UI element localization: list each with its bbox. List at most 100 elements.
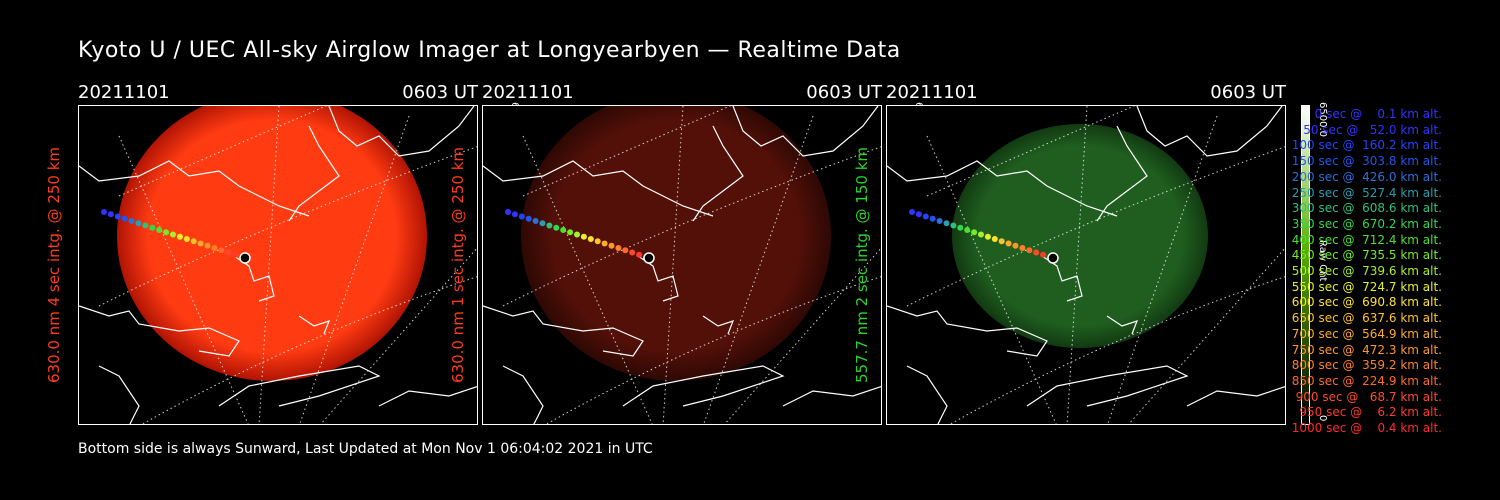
latitude-grid-line bbox=[118, 106, 328, 197]
allsky-image bbox=[482, 105, 882, 425]
trajectory-point bbox=[135, 220, 142, 227]
trajectory-point bbox=[629, 249, 636, 256]
coastline bbox=[906, 365, 948, 424]
trajectory-point bbox=[922, 213, 929, 220]
trajectory-point bbox=[636, 251, 643, 258]
panel-date: 20211101 bbox=[886, 82, 978, 103]
coastline bbox=[887, 305, 1048, 357]
trajectory-point bbox=[101, 209, 107, 215]
legend-item: 350 sec @ 670.2 km alt. bbox=[1287, 216, 1442, 231]
legend-item: 100 sec @ 160.2 km alt. bbox=[1287, 138, 1442, 153]
trajectory-point bbox=[128, 218, 135, 224]
trajectory-point bbox=[964, 227, 971, 233]
trajectory-point bbox=[929, 215, 936, 222]
sky-image-disk bbox=[117, 106, 427, 381]
allsky-image bbox=[78, 105, 478, 425]
trajectory-point bbox=[909, 209, 915, 215]
trajectory-point bbox=[149, 224, 156, 231]
coastline bbox=[98, 365, 140, 424]
coastline bbox=[702, 315, 735, 335]
coastline bbox=[1026, 365, 1189, 407]
trajectory-point bbox=[984, 233, 991, 240]
latitude-grid-line bbox=[522, 106, 732, 197]
balloon-trajectory bbox=[505, 209, 655, 264]
trajectory-point bbox=[1033, 249, 1040, 256]
balloon-trajectory bbox=[909, 209, 1059, 264]
trajectory-point bbox=[204, 242, 211, 249]
trajectory-point bbox=[978, 231, 984, 238]
trajectory-point bbox=[163, 229, 170, 236]
balloon-trajectory bbox=[101, 209, 251, 264]
coastline bbox=[887, 160, 1118, 217]
legend-item: 250 sec @ 527.4 km alt. bbox=[1287, 185, 1442, 200]
legend-item: 1000 sec @ 0.4 km alt. bbox=[1291, 421, 1442, 436]
trajectory-point bbox=[107, 211, 114, 218]
legend-item: 50 sec @ 52.0 km alt. bbox=[1295, 122, 1442, 137]
coastline bbox=[622, 365, 785, 407]
latitude-grid-line bbox=[926, 106, 1136, 197]
legend-item: 650 sec @ 637.6 km alt. bbox=[1287, 311, 1442, 326]
latitude-grid-line bbox=[949, 276, 1285, 424]
coastline bbox=[1096, 125, 1148, 222]
trajectory-point bbox=[114, 213, 121, 220]
trajectory-point bbox=[936, 218, 943, 224]
trajectory-point bbox=[1005, 240, 1012, 247]
trajectory-point bbox=[211, 245, 218, 251]
trajectory-point bbox=[176, 233, 183, 240]
launch-site-marker bbox=[643, 252, 655, 264]
panel-wavelength-text: 557.7 nm 2 sec intg. @ 150 km bbox=[853, 146, 871, 384]
panel-wavelength-label: 557.7 nm 2 sec intg. @ 150 km bbox=[852, 105, 872, 425]
panel-date: 20211101 bbox=[482, 82, 574, 103]
trajectory-point bbox=[991, 236, 998, 242]
trajectory-point bbox=[156, 227, 163, 233]
trajectory-point bbox=[957, 224, 964, 231]
coastline bbox=[1136, 106, 1283, 157]
coastline bbox=[328, 106, 475, 157]
trajectory-point bbox=[225, 249, 232, 256]
trajectory-point bbox=[580, 233, 587, 240]
panel-wavelength-text: 630.0 nm 1 sec intg. @ 250 km bbox=[449, 146, 467, 384]
trajectory-point bbox=[587, 236, 594, 242]
coastline bbox=[288, 125, 340, 222]
legend-item: 450 sec @ 735.5 km alt. bbox=[1287, 248, 1442, 263]
trajectory-point bbox=[218, 247, 225, 254]
longitude-grid-line bbox=[926, 135, 1057, 424]
longitude-grid-line bbox=[1107, 115, 1218, 424]
trajectory-point bbox=[567, 229, 574, 236]
trajectory-point bbox=[142, 222, 149, 229]
trajectory-point bbox=[553, 224, 560, 231]
legend-item: 550 sec @ 724.7 km alt. bbox=[1287, 279, 1442, 294]
imager-panel-2: 20211101 0603 UT 630.0 nm 1 sec intg. @ … bbox=[449, 80, 924, 440]
legend-item: 900 sec @ 68.7 km alt. bbox=[1291, 389, 1442, 404]
trajectory-point bbox=[1026, 247, 1033, 254]
trajectory-point bbox=[998, 238, 1005, 245]
trajectory-point bbox=[971, 229, 978, 236]
coastline bbox=[1041, 255, 1083, 302]
coastline bbox=[483, 305, 644, 357]
coastline bbox=[1106, 315, 1139, 335]
sky-image-disk bbox=[521, 106, 831, 381]
trajectory-legend: 0 sec @ 0.1 km alt. 50 sec @ 52.0 km alt… bbox=[1262, 107, 1442, 437]
sky-image-disk bbox=[952, 124, 1208, 348]
longitude-grid-line bbox=[118, 135, 249, 424]
trajectory-point bbox=[601, 240, 608, 247]
longitude-grid-line bbox=[522, 135, 653, 424]
longitude-grid-line bbox=[703, 115, 814, 424]
trajectory-point bbox=[622, 247, 629, 254]
legend-item: 150 sec @ 303.8 km alt. bbox=[1287, 154, 1442, 169]
imager-panel-1: 20211101 0603 UT 630.0 nm 4 sec intg. @ … bbox=[45, 80, 520, 440]
trajectory-point bbox=[1019, 245, 1026, 251]
trajectory-point bbox=[518, 213, 525, 220]
trajectory-point bbox=[615, 245, 622, 251]
coastline bbox=[378, 386, 477, 407]
latitude-grid-line bbox=[545, 276, 881, 424]
launch-site-marker bbox=[239, 252, 251, 264]
colorbar bbox=[1301, 105, 1310, 425]
legend-item: 950 sec @ 6.2 km alt. bbox=[1295, 405, 1442, 420]
trajectory-point bbox=[539, 220, 546, 227]
trajectory-point bbox=[505, 209, 511, 215]
trajectory-point bbox=[232, 251, 239, 258]
trajectory-point bbox=[170, 231, 176, 238]
trajectory-point bbox=[594, 238, 601, 245]
legend-item: 750 sec @ 472.3 km alt. bbox=[1287, 342, 1442, 357]
